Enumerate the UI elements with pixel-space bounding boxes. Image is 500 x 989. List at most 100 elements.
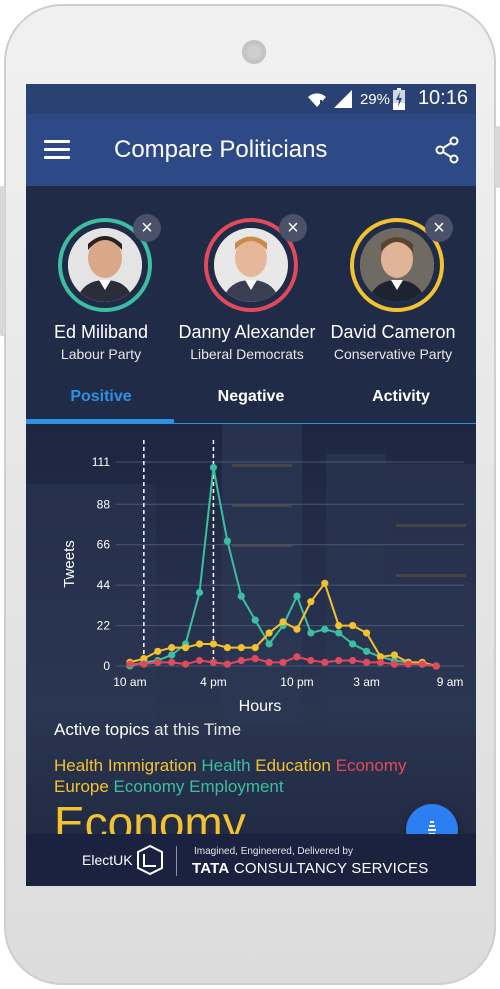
background-window [396, 524, 466, 527]
data-point [168, 651, 176, 659]
hamburger-menu-icon[interactable] [44, 140, 70, 160]
data-point [390, 651, 398, 659]
data-point [432, 662, 440, 670]
tab-bar: Positive Negative Activity [26, 374, 476, 424]
politician-card[interactable]: × David Cameron Conservative Party [318, 186, 468, 374]
data-point [140, 655, 148, 663]
tab-activity[interactable]: Activity [372, 388, 430, 405]
data-point [126, 660, 134, 668]
x-tick-label: 9 am [437, 675, 464, 689]
remove-politician-button[interactable]: × [133, 214, 161, 242]
y-tick-label: 88 [97, 497, 111, 511]
x-tick-label: 4 pm [200, 675, 227, 689]
status-time: 10:16 [417, 87, 468, 109]
battery-percentage: 29% [359, 91, 390, 108]
data-point [335, 656, 343, 665]
data-point [265, 658, 273, 666]
y-axis-label: Tweets [61, 540, 78, 588]
data-point [237, 656, 245, 665]
data-point [390, 660, 398, 668]
topic-item[interactable]: Economy Employment [113, 777, 284, 796]
electuk-logo-icon [137, 844, 163, 876]
data-point [265, 640, 273, 648]
y-tick-label: 44 [97, 578, 111, 592]
politician-party: Labour Party [60, 346, 142, 362]
topic-item[interactable]: Health [201, 756, 256, 775]
data-point [223, 660, 231, 668]
data-point [195, 656, 204, 665]
data-point [168, 644, 176, 652]
tcs-rest-text: CONSULTANCY SERVICES [229, 860, 429, 877]
data-point [237, 644, 245, 652]
data-point [293, 653, 301, 661]
data-point [182, 644, 190, 652]
tcs-logo-text: TATA CONSULTANCY SERVICES [192, 860, 428, 877]
data-point [293, 625, 301, 633]
featured-topic: Economy [54, 797, 246, 834]
data-point [182, 660, 190, 668]
portrait-image [68, 228, 142, 302]
background-building [326, 454, 386, 724]
x-tick-label: 3 am [353, 675, 380, 689]
y-tick-label: 111 [92, 455, 111, 469]
brand-logo-text: ElectUK [82, 852, 133, 868]
avatar-ring [350, 218, 444, 312]
x-axis-label: Hours [239, 698, 282, 714]
data-point [362, 647, 371, 655]
y-tick-label: 0 [103, 659, 110, 673]
background-building [386, 464, 476, 724]
remove-politician-button[interactable]: × [425, 214, 453, 242]
content-area: 0 22 44 66 88 111 Tweets 10 am 4 pm 10 pm 3 am 9 am… [26, 424, 476, 834]
data-point [251, 655, 259, 663]
power-button [495, 126, 500, 188]
topic-item[interactable]: Europe [54, 777, 114, 796]
politician-name: David Cameron [330, 322, 456, 342]
data-point [140, 660, 148, 668]
footer-tagline: Imagined, Engineered, Delivered by [194, 846, 353, 857]
avatar [360, 228, 434, 302]
portrait-image [360, 228, 434, 302]
tab-underline [26, 423, 476, 424]
background-building [26, 484, 156, 724]
data-point [265, 629, 273, 637]
politician-list: × Ed Miliband Labour Party × Danny Alexa… [26, 186, 476, 374]
data-point [195, 640, 204, 648]
data-point [279, 618, 287, 626]
status-bar: 29% 10:16 [26, 84, 476, 114]
background-window [232, 464, 292, 467]
page-title: Compare Politicians [114, 136, 328, 163]
data-point [293, 592, 301, 600]
data-point [168, 658, 176, 666]
data-point [223, 537, 231, 545]
politician-card[interactable]: × Ed Miliband Labour Party [26, 186, 176, 374]
avatar-ring [204, 218, 298, 312]
share-icon[interactable] [434, 136, 460, 164]
topic-item[interactable]: Health Immigration [54, 756, 202, 775]
background-window [232, 504, 292, 507]
tweets-line-chart: 0 22 44 66 88 111 Tweets 10 am 4 pm 10 pm 3 am 9 am… [61, 440, 464, 714]
background-window [232, 544, 292, 547]
screen: 29% 10:16 Compare Politicians [26, 84, 476, 886]
topic-item[interactable]: Economy [335, 756, 407, 775]
signal-icon [334, 90, 352, 108]
data-point [321, 658, 329, 666]
tab-positive[interactable]: Positive [70, 388, 132, 405]
data-point [209, 658, 218, 666]
tab-negative[interactable]: Negative [217, 388, 285, 405]
remove-politician-button[interactable]: × [279, 214, 307, 242]
wifi-icon [308, 93, 326, 107]
y-tick-label: 66 [97, 538, 111, 552]
data-point [251, 644, 259, 652]
topic-row: Health Immigration Health Education Econ… [54, 756, 406, 776]
data-point [279, 658, 287, 666]
data-point [154, 647, 162, 655]
politician-card[interactable]: × Danny Alexander Liberal Democrats [172, 186, 322, 374]
active-topics-title: Active topics [54, 720, 150, 739]
topic-item[interactable]: Education [255, 756, 336, 775]
data-point [404, 660, 412, 668]
data-point [321, 579, 329, 587]
topic-row: Europe Economy Employment [54, 777, 284, 797]
avatar [68, 228, 142, 302]
footer-divider [176, 846, 177, 876]
data-point [195, 588, 204, 597]
